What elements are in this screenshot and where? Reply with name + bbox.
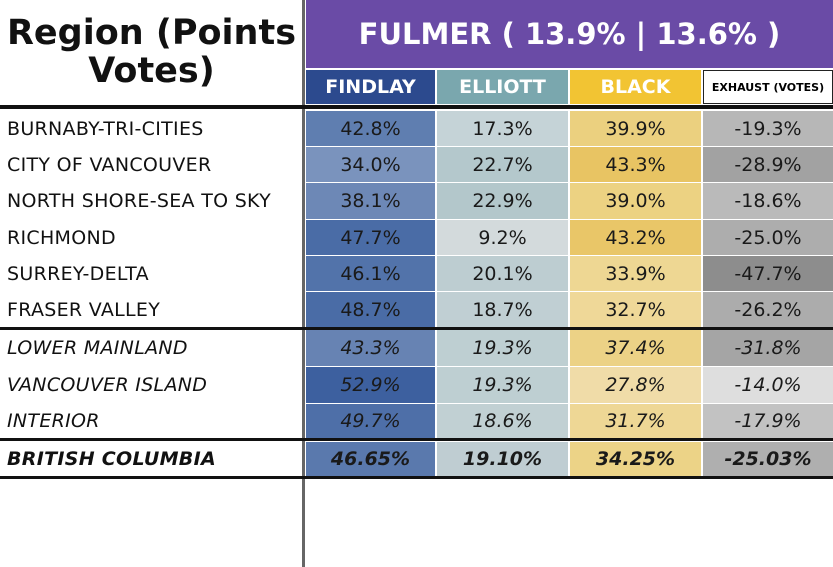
table-cell: 42.8%	[306, 111, 435, 146]
row-label: CITY OF VANCOUVER	[7, 153, 212, 176]
column-header-findlay: FINDLAY	[306, 70, 435, 104]
row-label: VANCOUVER ISLAND	[7, 374, 208, 396]
table-cell: 34.25%	[570, 442, 701, 476]
table-cell: -19.3%	[703, 111, 833, 146]
table-cell: 31.7%	[570, 404, 701, 438]
table-cell: 43.3%	[570, 147, 701, 182]
table-cell: 48.7%	[306, 292, 435, 327]
subtotal-rule	[0, 327, 833, 330]
table-cell: 43.2%	[570, 220, 701, 255]
table-cell: 49.7%	[306, 404, 435, 438]
table-cell: 19.10%	[437, 442, 568, 476]
table-cell: 46.65%	[306, 442, 435, 476]
candidate-banner: FULMER ( 13.9% | 13.6% )	[306, 0, 833, 68]
row-label: NORTH SHORE-SEA TO SKY	[7, 190, 272, 212]
table-cell: -28.9%	[703, 147, 833, 182]
column-header-exhaust: EXHAUST (VOTES)	[703, 70, 833, 104]
table-cell: 19.3%	[437, 367, 568, 403]
row-label: FRASER VALLEY	[7, 298, 161, 321]
table-cell: 43.3%	[306, 330, 435, 366]
table-cell: 33.9%	[570, 256, 701, 291]
header-rule	[0, 105, 833, 109]
table-cell: 37.4%	[570, 330, 701, 366]
row-label: INTERIOR	[7, 410, 100, 432]
table-cell: 18.7%	[437, 292, 568, 327]
table-cell: 20.1%	[437, 256, 568, 291]
table-cell: 22.9%	[437, 183, 568, 219]
table-cell: 17.3%	[437, 111, 568, 146]
row-label: BRITISH COLUMBIA	[7, 448, 216, 470]
table-cell: -17.9%	[703, 404, 833, 438]
table-cell: -26.2%	[703, 292, 833, 327]
table-cell: 38.1%	[306, 183, 435, 219]
table-cell: 52.9%	[306, 367, 435, 403]
table-title: Region (Points Votes)	[6, 13, 297, 91]
total-rule-bottom	[0, 476, 833, 479]
column-header-elliott: ELLIOTT	[437, 70, 568, 104]
column-header-black: BLACK	[570, 70, 701, 104]
table-cell: 34.0%	[306, 147, 435, 182]
table-cell: 22.7%	[437, 147, 568, 182]
table-cell: -18.6%	[703, 183, 833, 219]
table-cell: 19.3%	[437, 330, 568, 366]
vertical-divider	[302, 0, 305, 567]
table-cell: -25.03%	[703, 442, 833, 476]
table-cell: 9.2%	[437, 220, 568, 255]
row-label: BURNABY-TRI-CITIES	[7, 117, 204, 140]
table-cell: 39.0%	[570, 183, 701, 219]
row-label: SURREY-DELTA	[7, 262, 149, 285]
row-label: LOWER MAINLAND	[7, 337, 188, 359]
table-cell: -25.0%	[703, 220, 833, 255]
table-cell: 18.6%	[437, 404, 568, 438]
table-cell: 27.8%	[570, 367, 701, 403]
table-cell: -47.7%	[703, 256, 833, 291]
table-cell: 39.9%	[570, 111, 701, 146]
row-label: RICHMOND	[7, 226, 116, 249]
table-cell: 32.7%	[570, 292, 701, 327]
table-cell: 47.7%	[306, 220, 435, 255]
table-cell: -31.8%	[703, 330, 833, 366]
table-cell: 46.1%	[306, 256, 435, 291]
table-cell: -14.0%	[703, 367, 833, 403]
total-rule-top	[0, 438, 833, 441]
